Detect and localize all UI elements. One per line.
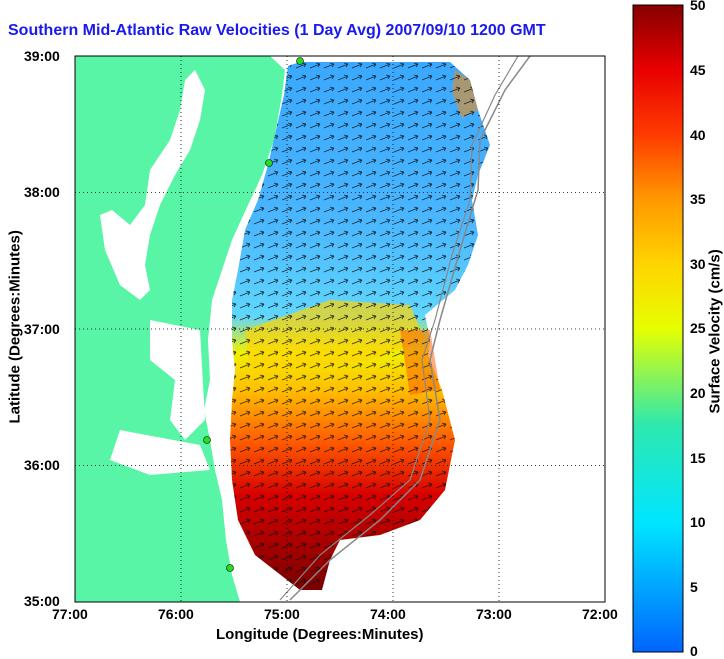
x-tick-label: 73:00 (476, 606, 512, 622)
colorbar-tick: 50 (690, 0, 706, 13)
x-axis-label: Longitude (Degrees:Minutes) (216, 626, 424, 643)
map-title: Southern Mid-Atlantic Raw Velocities (1 … (8, 22, 546, 39)
x-tick-label: 74:00 (370, 606, 406, 622)
station-marker (265, 159, 273, 167)
station-marker (226, 564, 234, 572)
grid-lines (75, 56, 605, 602)
y-tick-label: 35:00 (24, 593, 60, 609)
colorbar-tick: 35 (690, 191, 706, 207)
bathymetry-contour (289, 56, 531, 601)
colorbar-label: Surface Velocity (cm/s) (706, 249, 724, 414)
y-tick-label: 37:00 (24, 321, 60, 337)
x-tick-label: 75:00 (264, 606, 300, 622)
bay-water (100, 70, 205, 300)
colorbar-tick: 0 (690, 643, 698, 659)
colorbar-tick: 20 (690, 385, 706, 401)
x-tick-label: 72:00 (582, 606, 618, 622)
x-tick-label: 77:00 (52, 606, 88, 622)
y-axis-label: Latitude (Degrees:Minutes) (6, 230, 24, 424)
y-tick-label: 39:00 (24, 48, 60, 64)
station-marker (296, 57, 304, 65)
y-tick-label: 36:00 (24, 457, 60, 473)
colorbar-tick: 40 (690, 127, 706, 143)
colorbar-tick: 25 (690, 320, 706, 336)
radar-stations (203, 57, 304, 572)
colorbar-tick: 45 (690, 62, 706, 78)
colorbar-tick: 30 (690, 256, 706, 272)
station-marker (203, 436, 211, 444)
y-tick-label: 38:00 (24, 184, 60, 200)
colorbar-tick: 10 (690, 514, 706, 530)
colorbar-tick: 5 (690, 579, 698, 595)
colorbar (632, 4, 684, 653)
x-tick-label: 76:00 (158, 606, 194, 622)
colorbar-tick: 15 (690, 450, 706, 466)
